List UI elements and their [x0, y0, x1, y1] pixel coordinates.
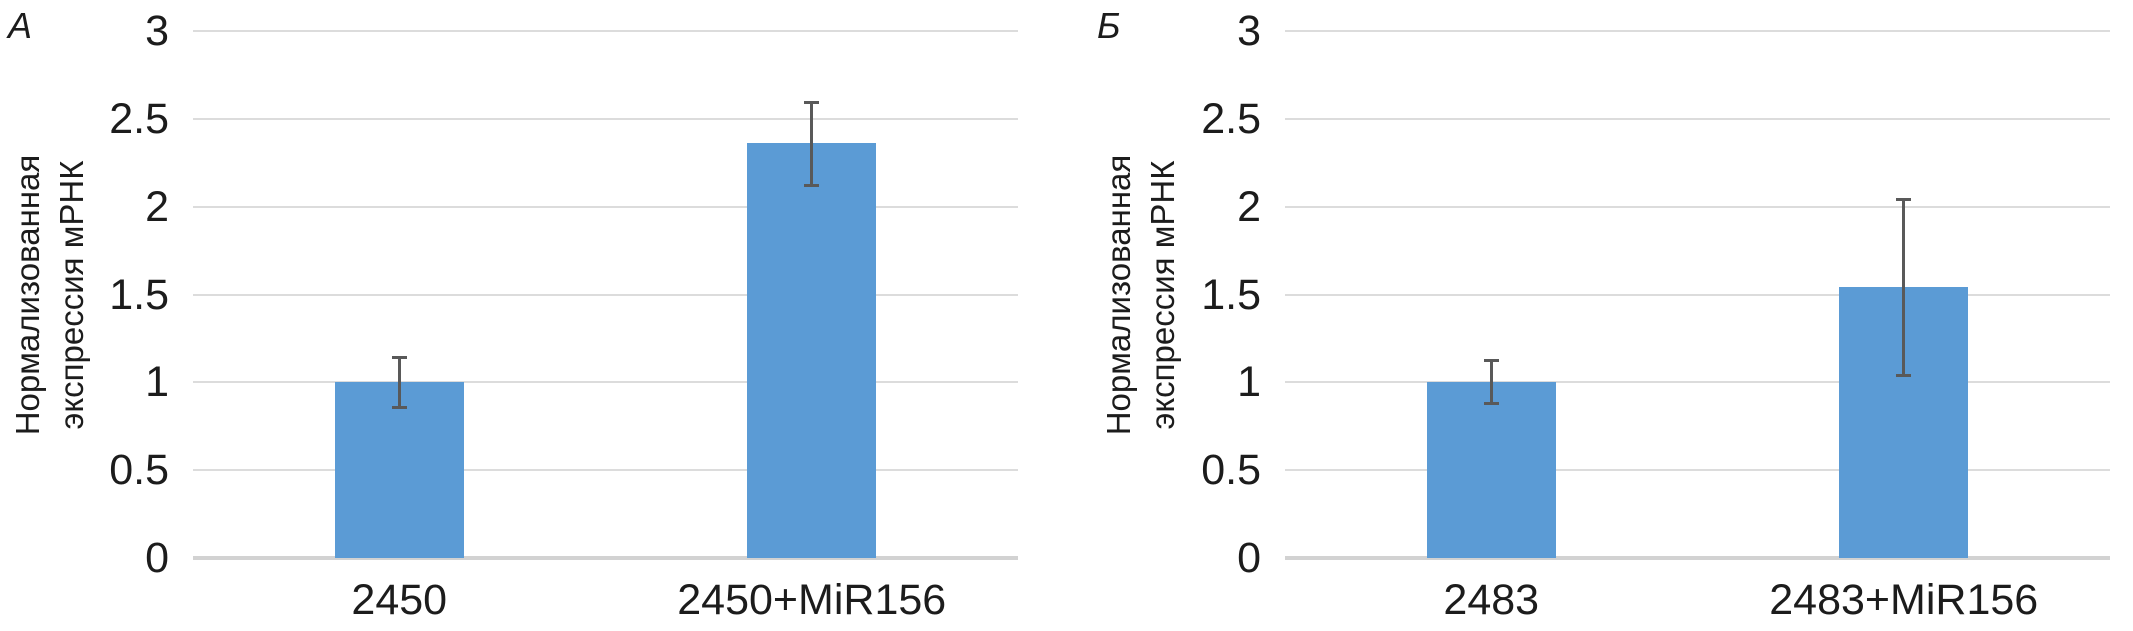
error-bar-cap-bottom	[1896, 374, 1912, 378]
error-bar	[1483, 359, 1499, 406]
y-gridline	[193, 30, 1018, 32]
y-gridline	[1285, 381, 2110, 384]
y-tick-label: 0	[145, 534, 169, 582]
y-tick-label: 3	[1237, 7, 1261, 55]
error-bar	[1896, 197, 1912, 378]
error-bar-cap-top	[391, 355, 407, 359]
error-bar-cap-bottom	[1483, 402, 1499, 406]
y-tick-label: 0.5	[1201, 446, 1261, 495]
plot-area	[1285, 30, 2110, 560]
y-tick-label: 1	[1237, 358, 1261, 407]
y-gridline	[1285, 30, 2110, 32]
y-gridline	[193, 293, 1018, 296]
x-axis-line	[1285, 556, 2110, 560]
y-gridline	[1285, 293, 2110, 296]
y-tick-label: 2.5	[109, 94, 169, 143]
x-category-label: 2450+MiR156	[677, 576, 947, 624]
error-bar-cap-bottom	[391, 405, 407, 409]
y-tick-label: 3	[145, 7, 169, 55]
x-axis-line	[193, 556, 1018, 560]
y-tick-label: 1.5	[109, 270, 169, 319]
x-category-label: 2483	[1443, 576, 1540, 624]
error-bar-cap-bottom	[804, 184, 820, 188]
error-bar-cap-top	[1896, 197, 1912, 201]
panel-label-b: Б	[1097, 5, 1121, 46]
y-tick-label: 2.5	[1201, 94, 1261, 143]
bar-2483	[1426, 382, 1556, 558]
x-category-label: 2483+MiR156	[1769, 576, 2039, 624]
error-bar	[391, 355, 407, 409]
error-bar-cap-top	[1483, 359, 1499, 363]
y-gridline	[193, 205, 1018, 208]
y-gridline	[1285, 117, 2110, 120]
y-tick-label: 1.5	[1201, 270, 1261, 319]
error-bar-line	[810, 101, 814, 188]
y-tick-label: 0.5	[109, 446, 169, 495]
y-gridline	[1285, 469, 2110, 472]
plot-area	[193, 30, 1018, 560]
y-tick-label: 1	[145, 358, 169, 407]
error-bar-line	[1489, 359, 1493, 406]
error-bar	[804, 101, 820, 188]
error-bar-line	[1902, 197, 1906, 378]
chart-panel-b: Б Нормализованная экспрессия мРНК 3 2.5 2 1…	[1067, 0, 2133, 631]
y-gridline	[193, 381, 1018, 384]
y-tick-label: 0	[1237, 534, 1261, 582]
bar-2450	[334, 382, 464, 558]
bar-2450+MiR156	[747, 143, 877, 558]
error-bar-line	[397, 355, 401, 409]
y-tick-label: 2	[1237, 182, 1261, 231]
y-gridline	[1285, 205, 2110, 208]
chart-panel-a: А Нормализованная экспрессия мРНК 3 2.5 2 1…	[0, 0, 1066, 631]
y-gridline	[193, 469, 1018, 472]
y-gridline	[193, 117, 1018, 120]
x-category-label: 2450	[351, 576, 448, 624]
panel-label-a: А	[8, 5, 33, 46]
error-bar-cap-top	[804, 101, 820, 105]
y-tick-label: 2	[145, 182, 169, 231]
